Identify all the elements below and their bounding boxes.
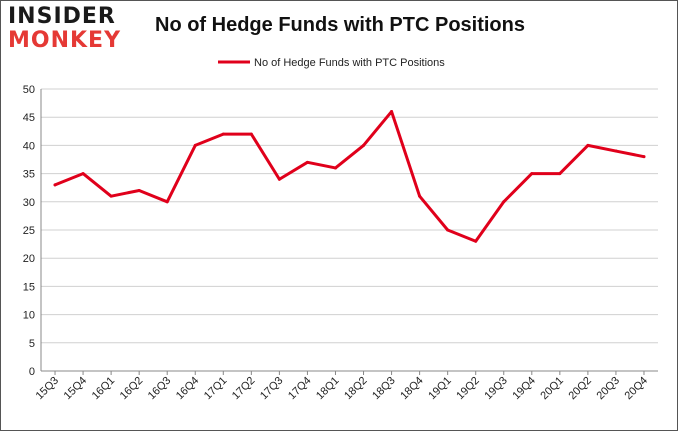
- y-tick-label: 40: [23, 140, 35, 152]
- x-tick-label: 16Q4: [174, 375, 202, 403]
- x-axis-ticks: 15Q3 15Q4 16Q1 16Q2 16Q3 16Q4 17Q1 17Q2 17Q3 17Q4…: [34, 371, 650, 402]
- x-tick-label: 17Q3: [258, 375, 286, 403]
- y-tick-label: 10: [23, 310, 35, 322]
- y-tick-label: 20: [23, 253, 35, 265]
- x-tick-label: 16Q2: [118, 375, 146, 403]
- x-tick-label: 19Q3: [482, 375, 510, 403]
- y-tick-label: 50: [23, 84, 35, 96]
- data-point: [530, 172, 534, 176]
- x-tick-label: 19Q1: [426, 375, 454, 403]
- data-point: [193, 143, 197, 147]
- data-point: [474, 239, 478, 243]
- y-tick-label: 15: [23, 281, 35, 293]
- x-tick-label: 17Q2: [230, 375, 258, 403]
- x-tick-label: 16Q1: [90, 375, 118, 403]
- x-tick-label: 19Q2: [454, 375, 482, 403]
- data-point: [362, 143, 366, 147]
- data-point: [137, 189, 141, 193]
- y-tick-label: 45: [23, 112, 35, 124]
- data-point: [333, 166, 337, 170]
- y-tick-label: 35: [23, 169, 35, 181]
- insider-monkey-logo: INSIDER MONKEY: [8, 6, 126, 54]
- series-line-0: [53, 110, 646, 243]
- y-tick-label: 5: [29, 338, 35, 350]
- x-tick-label: 15Q3: [34, 375, 62, 403]
- data-point: [390, 110, 394, 114]
- x-tick-label: 18Q1: [314, 375, 342, 403]
- data-point: [642, 155, 646, 159]
- x-tick-label: 20Q3: [595, 375, 623, 403]
- data-point: [277, 177, 281, 181]
- grid-lines: [40, 88, 658, 372]
- x-tick-label: 18Q3: [370, 375, 398, 403]
- x-tick-label: 19Q4: [510, 375, 538, 403]
- x-tick-label: 17Q1: [202, 375, 230, 403]
- x-tick-label: 16Q3: [146, 375, 174, 403]
- data-point: [249, 132, 253, 136]
- data-point: [81, 172, 85, 176]
- data-point: [502, 200, 506, 204]
- x-tick-label: 17Q4: [286, 375, 314, 403]
- data-point: [586, 143, 590, 147]
- data-point: [305, 160, 309, 164]
- logo-line-2: MONKEY: [8, 28, 122, 53]
- data-point: [418, 194, 422, 198]
- data-point: [446, 228, 450, 232]
- data-point: [558, 172, 562, 176]
- y-tick-label: 0: [29, 366, 35, 378]
- data-point: [221, 132, 225, 136]
- data-point: [53, 183, 57, 187]
- series-group: [53, 110, 646, 243]
- x-tick-label: 18Q4: [398, 375, 426, 403]
- chart-title: No of Hedge Funds with PTC Positions: [155, 14, 525, 36]
- x-tick-label: 18Q2: [342, 375, 370, 403]
- data-point: [165, 200, 169, 204]
- data-point: [614, 149, 618, 153]
- x-tick-label: 20Q2: [566, 375, 594, 403]
- legend-label: No of Hedge Funds with PTC Positions: [254, 57, 445, 69]
- y-tick-label: 25: [23, 225, 35, 237]
- x-tick-label: 20Q4: [623, 375, 651, 403]
- y-tick-label: 30: [23, 197, 35, 209]
- x-tick-label: 15Q4: [62, 375, 90, 403]
- logo-line-1: INSIDER: [8, 4, 116, 29]
- x-tick-label: 20Q1: [538, 375, 566, 403]
- data-point: [109, 194, 113, 198]
- legend: No of Hedge Funds with PTC Positions: [218, 57, 445, 69]
- y-axis-ticks: 0 5 10 15 20 25 30 35 40 45 50: [23, 84, 35, 378]
